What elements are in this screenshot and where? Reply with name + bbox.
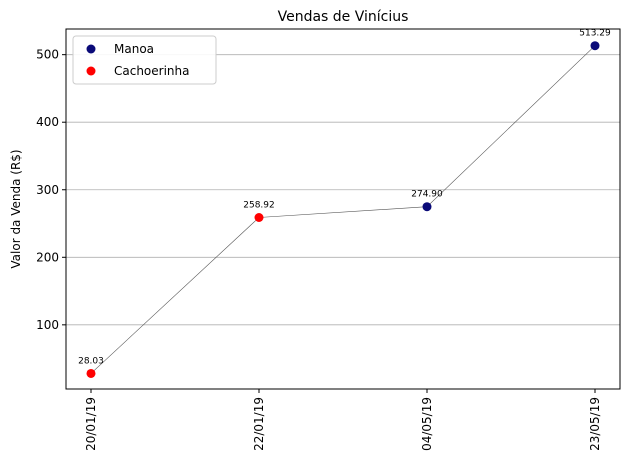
data-label: 28.03 xyxy=(78,356,104,366)
data-point xyxy=(590,41,600,51)
x-axis-ticks: 20/01/19 22/01/19 04/05/19 23/05/19 xyxy=(84,389,602,451)
connecting-line-layer xyxy=(90,45,596,374)
y-axis-ticks: 100 200 300 400 500 xyxy=(36,48,66,332)
legend-entry-label: Manoa xyxy=(114,42,154,56)
data-point xyxy=(86,368,96,378)
data-points xyxy=(86,41,600,378)
y-tick-label: 500 xyxy=(36,48,59,62)
legend-box xyxy=(72,35,217,85)
chart-title: Vendas de Vinícius xyxy=(278,9,409,25)
legend-marker xyxy=(86,66,96,76)
plot-frame xyxy=(65,28,621,390)
y-tick-label: 200 xyxy=(36,250,59,264)
y-tick-label: 100 xyxy=(36,318,59,332)
y-tick-label: 400 xyxy=(36,115,59,129)
data-point xyxy=(422,202,432,212)
y-tick-label: 300 xyxy=(36,183,59,197)
y-grid xyxy=(66,54,620,326)
x-tick-label: 23/05/19 xyxy=(588,397,602,451)
x-tick-label: 04/05/19 xyxy=(420,397,434,451)
legend-entry-label: Cachoerinha xyxy=(114,64,190,78)
data-point xyxy=(254,212,264,222)
legend: Manoa Cachoerinha xyxy=(72,35,217,85)
data-label: 513.29 xyxy=(579,29,611,39)
x-tick-label: 22/01/19 xyxy=(252,397,266,451)
x-tick-label: 20/01/19 xyxy=(84,397,98,451)
y-axis-label: Valor da Venda (R$) xyxy=(9,149,23,268)
data-label: 274.90 xyxy=(411,190,443,200)
data-label: 258.92 xyxy=(243,200,275,210)
data-labels: 28.03 258.92 274.90 513.29 xyxy=(78,29,611,367)
legend-marker xyxy=(86,44,96,54)
connecting-line xyxy=(90,45,596,374)
